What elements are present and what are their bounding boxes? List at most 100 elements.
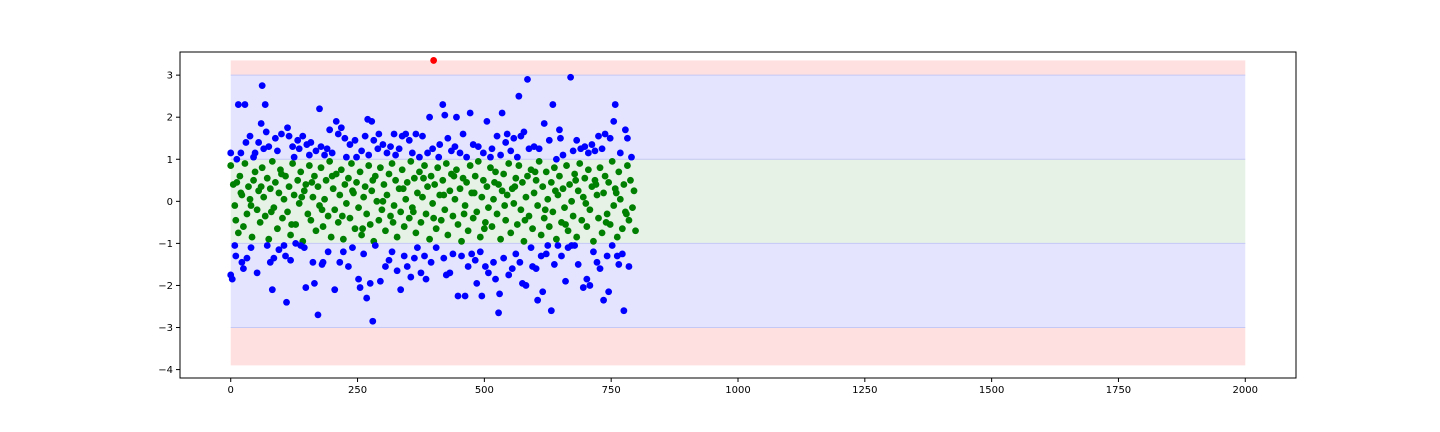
data-point: [459, 130, 467, 138]
data-point: [379, 141, 387, 148]
data-point: [232, 216, 240, 224]
data-point: [524, 75, 531, 83]
data-point: [606, 134, 614, 142]
data-point: [311, 172, 318, 180]
data-point: [563, 162, 570, 169]
data-point: [275, 189, 283, 197]
data-point: [464, 263, 472, 270]
data-point: [312, 227, 320, 235]
y-tick-label: −4: [158, 365, 173, 376]
data-point: [618, 250, 626, 258]
data-point: [282, 252, 289, 260]
data-point: [257, 120, 265, 127]
data-point: [255, 139, 263, 146]
data-point: [358, 231, 366, 239]
data-point: [422, 275, 430, 283]
data-point: [316, 105, 323, 113]
data-point: [355, 204, 362, 212]
data-point: [262, 128, 270, 136]
data-point: [294, 176, 302, 184]
data-point: [243, 254, 251, 262]
data-point: [353, 153, 360, 161]
data-point: [329, 185, 337, 193]
data-point: [417, 218, 425, 226]
data-point: [332, 118, 340, 125]
data-point: [480, 225, 488, 233]
data-point: [305, 162, 313, 169]
data-point: [525, 212, 533, 220]
data-point: [427, 258, 435, 266]
data-point: [561, 204, 568, 212]
data-point: [539, 183, 547, 191]
data-point: [289, 160, 297, 167]
data-point: [341, 134, 349, 142]
data-point: [531, 168, 539, 176]
data-point: [349, 244, 356, 252]
data-point: [314, 183, 322, 191]
data-point: [336, 258, 344, 266]
data-point: [383, 191, 391, 199]
data-point: [270, 254, 278, 262]
data-point: [442, 160, 450, 167]
data-point: [493, 210, 501, 218]
data-point: [579, 284, 587, 291]
y-tick-label: 1: [167, 155, 173, 166]
data-point: [402, 195, 410, 203]
data-point: [571, 170, 579, 178]
data-point: [625, 263, 633, 270]
data-point: [331, 286, 339, 294]
data-point: [620, 307, 628, 315]
data-point: [461, 202, 469, 209]
data-point: [393, 233, 401, 241]
data-point: [608, 242, 616, 249]
data-point: [416, 153, 423, 161]
data-point: [346, 141, 354, 148]
data-point: [495, 309, 502, 317]
data-point: [419, 193, 426, 201]
data-point: [567, 73, 574, 81]
data-point: [550, 164, 558, 172]
data-point: [297, 168, 305, 176]
y-tick-label: 3: [167, 71, 173, 82]
y-tick-label: −2: [158, 281, 173, 292]
data-point: [271, 179, 279, 186]
data-point: [358, 147, 366, 155]
data-point: [534, 202, 542, 209]
data-point: [387, 212, 394, 220]
data-point: [258, 82, 266, 90]
data-point: [610, 202, 618, 209]
data-point: [234, 101, 242, 108]
data-point: [328, 172, 336, 180]
data-point: [466, 162, 474, 169]
data-point: [539, 288, 547, 296]
data-point: [382, 263, 389, 270]
data-point: [450, 172, 458, 180]
data-point: [399, 185, 407, 193]
data-point: [324, 212, 332, 220]
data-point: [407, 157, 415, 165]
data-point: [596, 164, 604, 172]
data-point: [591, 147, 599, 155]
data-point: [584, 166, 592, 174]
data-point: [346, 214, 354, 222]
data-point: [240, 223, 247, 230]
y-tick-label: −1: [158, 239, 173, 250]
data-point: [242, 139, 250, 146]
data-point: [535, 157, 543, 165]
data-point: [470, 189, 478, 197]
data-point: [295, 145, 303, 153]
data-point: [625, 216, 633, 224]
data-point: [289, 143, 297, 151]
data-point: [490, 195, 497, 203]
data-point: [337, 166, 345, 174]
data-point: [590, 248, 597, 256]
data-point: [488, 223, 496, 230]
data-point: [363, 294, 371, 302]
data-point: [339, 235, 347, 243]
data-point: [473, 279, 481, 287]
data-point: [420, 174, 427, 182]
data-point: [444, 231, 452, 239]
data-point: [373, 197, 381, 205]
data-point: [520, 128, 528, 136]
x-tick-label: 0: [228, 385, 234, 396]
